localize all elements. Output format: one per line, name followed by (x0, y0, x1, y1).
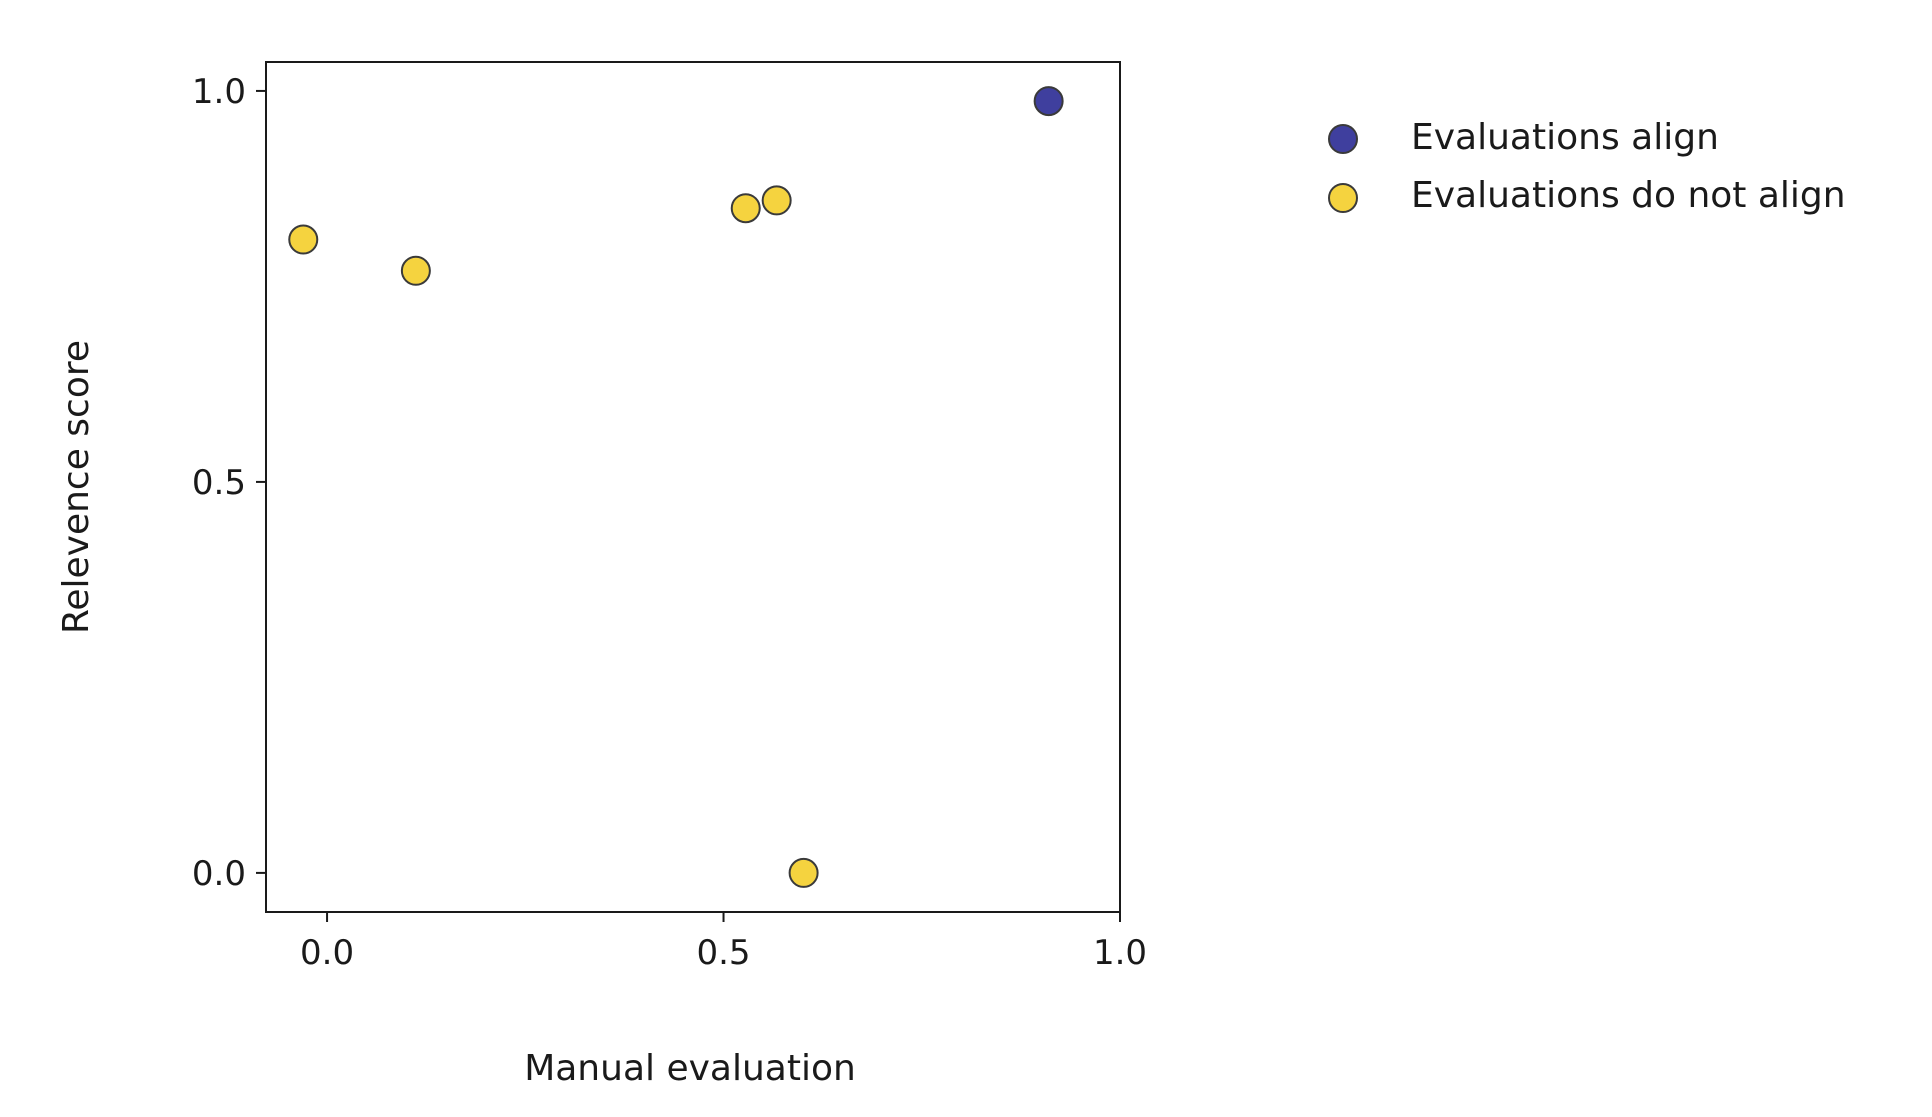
legend-label-not-align: Evaluations do not align (1411, 175, 1846, 216)
scatter-point (288, 224, 319, 255)
legend-label-align: Evaluations align (1411, 117, 1719, 158)
x-tick-label: 0.5 (696, 933, 750, 973)
plot-area (266, 62, 1120, 912)
legend-marker-not-align (1328, 183, 1358, 213)
x-axis-label: Manual evaluation (524, 1048, 856, 1089)
y-tick-label: 0.0 (192, 854, 246, 894)
y-tick-label: 1.0 (192, 72, 246, 112)
axis-ticks: 0.0 0.5 1.0 0.0 0.5 1.0 (192, 72, 1147, 973)
plot-frame (265, 61, 1121, 913)
y-tick-label: 0.5 (192, 463, 246, 503)
legend-marker-align (1328, 124, 1358, 154)
x-tick-label: 0.0 (300, 933, 354, 973)
scatter-point (730, 193, 761, 224)
data-points (288, 86, 1064, 888)
scatter-point (788, 857, 819, 888)
scatter-point (761, 185, 792, 216)
y-axis-label: Relevence score (56, 340, 97, 634)
scatter-point (400, 255, 431, 286)
legend: Evaluations align Evaluations do not ali… (1328, 117, 1846, 216)
scatter-point (1033, 86, 1064, 117)
x-tick-label: 1.0 (1093, 933, 1147, 973)
